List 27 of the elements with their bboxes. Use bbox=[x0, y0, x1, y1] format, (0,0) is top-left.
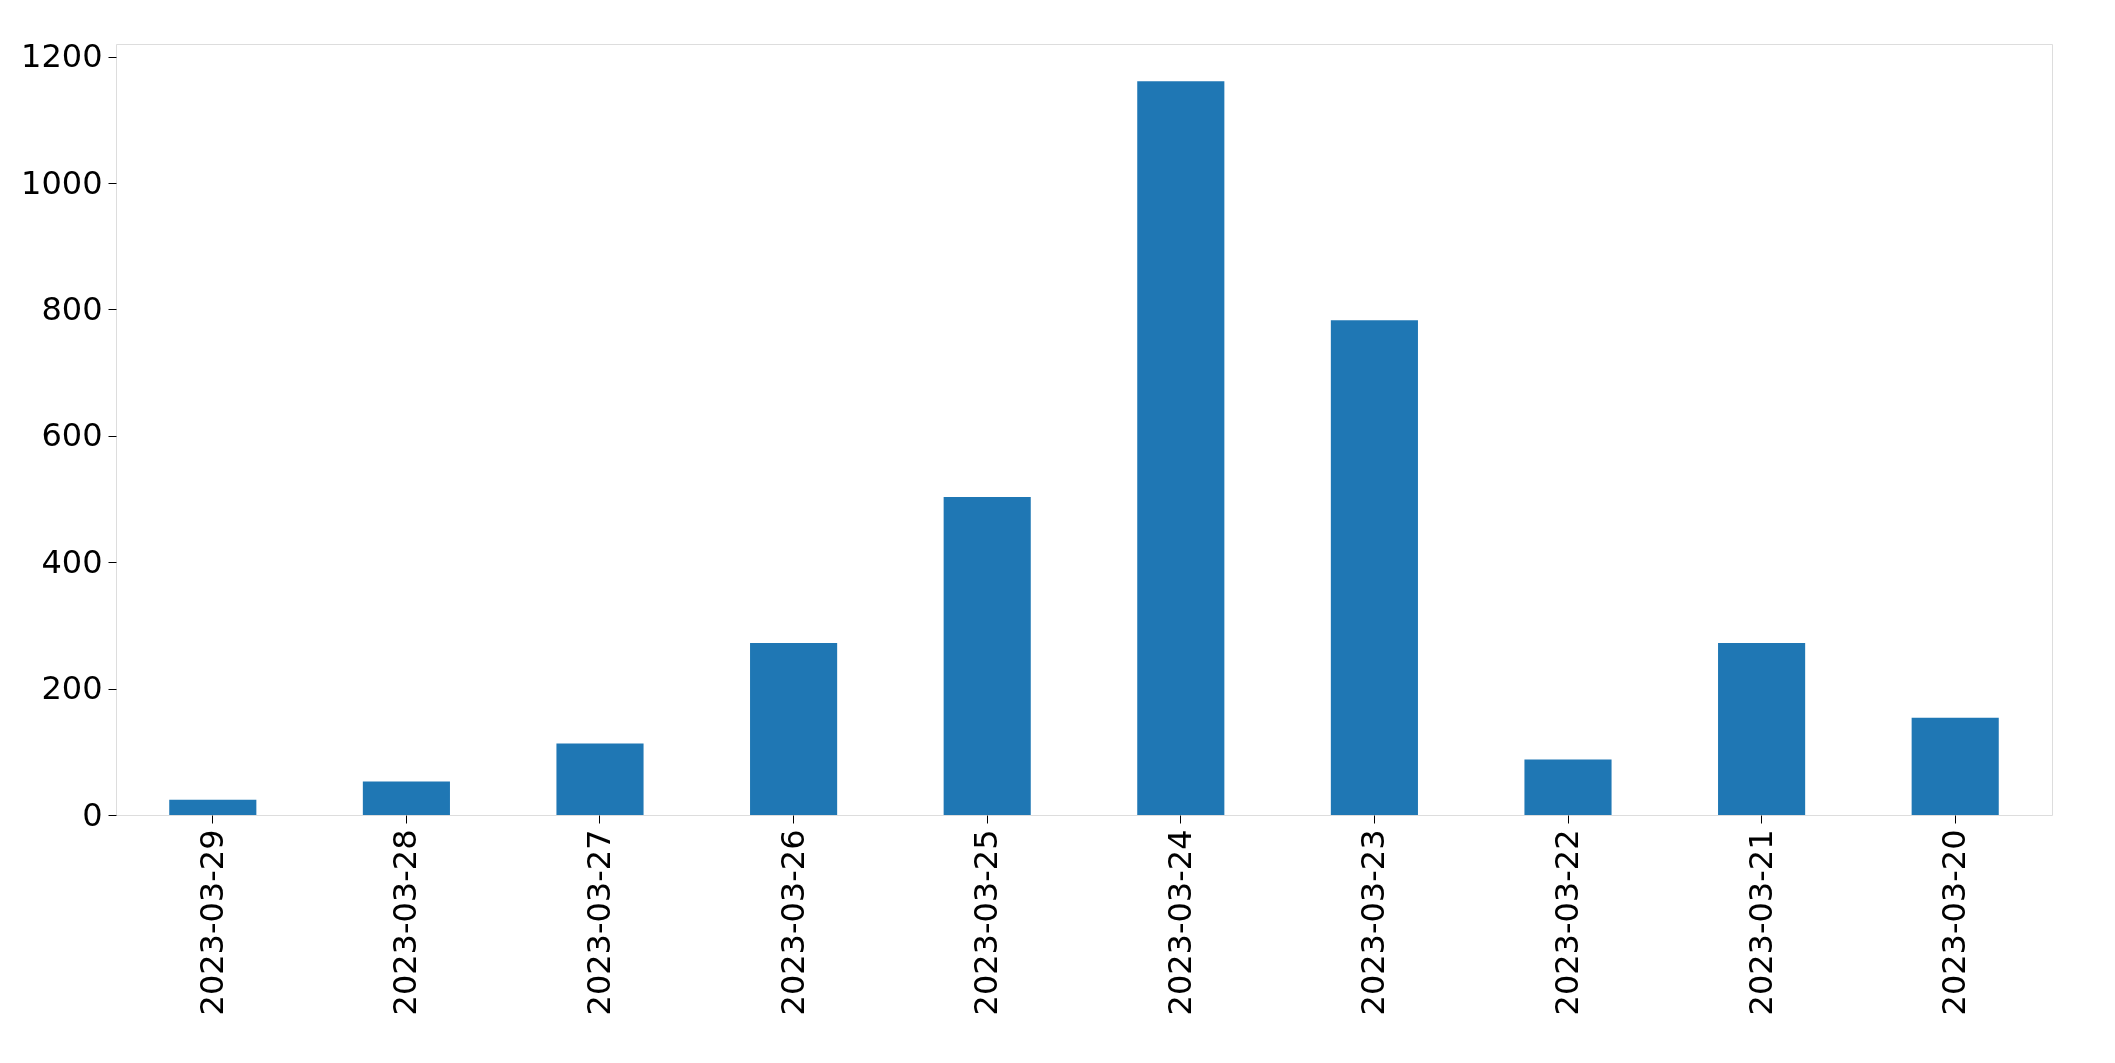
y-tick-label: 1000 bbox=[21, 163, 103, 202]
y-tick-label: 1200 bbox=[21, 37, 103, 76]
bar bbox=[1718, 643, 1806, 815]
y-tick-label: 600 bbox=[41, 416, 103, 455]
bar bbox=[556, 743, 644, 815]
bar bbox=[1911, 717, 1999, 815]
x-tick-label: 2023-03-29 bbox=[192, 829, 231, 1016]
y-tick-label: 800 bbox=[41, 289, 103, 328]
bar bbox=[1524, 759, 1612, 815]
y-tick-label: 200 bbox=[41, 669, 103, 708]
x-tick-label: 2023-03-24 bbox=[1160, 829, 1199, 1016]
x-tick-label: 2023-03-26 bbox=[773, 829, 812, 1016]
bar bbox=[1137, 81, 1225, 815]
x-tick-label: 2023-03-27 bbox=[580, 829, 618, 1016]
x-tick-label: 2023-03-21 bbox=[1741, 829, 1780, 1016]
y-tick-label: 400 bbox=[41, 542, 103, 581]
x-tick-label: 2023-03-28 bbox=[386, 829, 425, 1016]
y-tick-label: 0 bbox=[82, 795, 103, 834]
x-tick-label: 2023-03-25 bbox=[967, 829, 1006, 1016]
x-tick-label: 2023-03-22 bbox=[1548, 829, 1586, 1016]
bar bbox=[943, 497, 1031, 815]
bar bbox=[1330, 320, 1418, 815]
x-tick-label: 2023-03-23 bbox=[1354, 829, 1393, 1016]
bar bbox=[750, 643, 838, 815]
x-tick-label: 2023-03-20 bbox=[1935, 829, 1974, 1016]
bar bbox=[362, 781, 450, 815]
bar bbox=[169, 799, 257, 815]
